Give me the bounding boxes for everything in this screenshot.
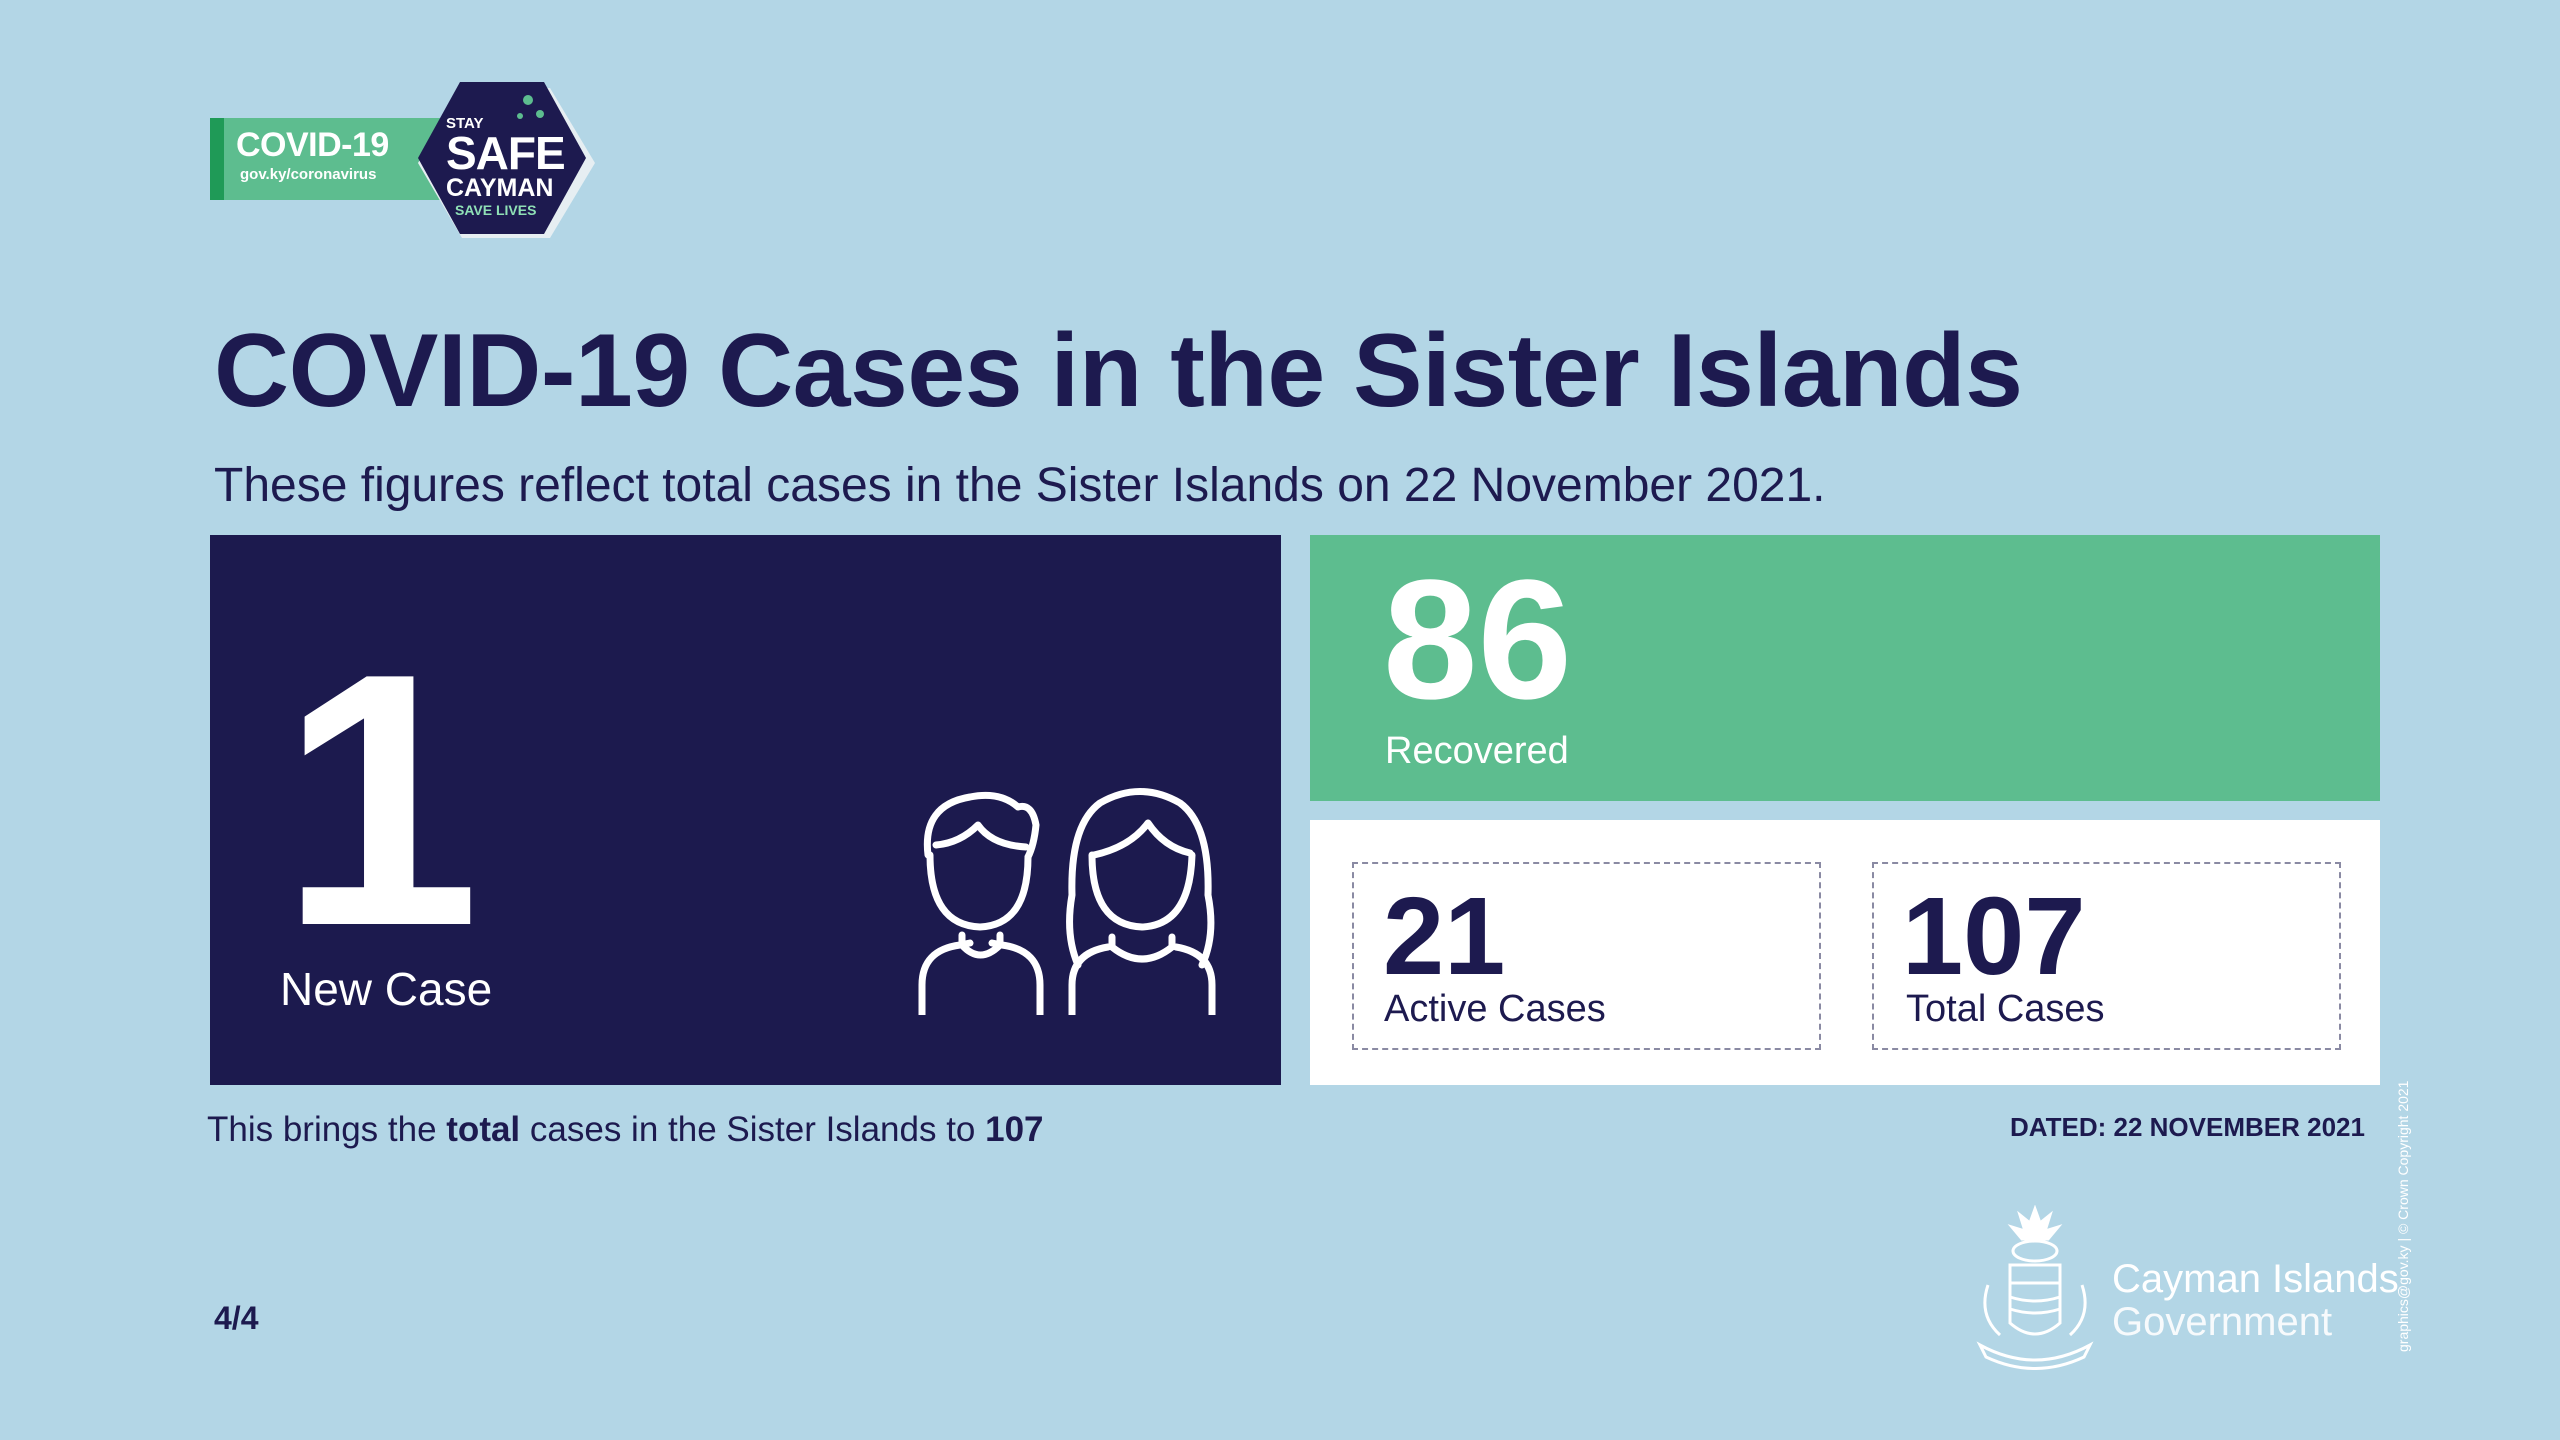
logo-bar	[224, 118, 454, 200]
crest-icon	[1976, 1205, 2094, 1370]
total-summary: This brings the total cases in the Siste…	[207, 1110, 1044, 1150]
new-case-label: New Case	[280, 963, 493, 1015]
recovered-value: 86	[1383, 545, 1573, 735]
new-case-panel	[210, 535, 1281, 1085]
date-label: DATED: 22 NOVEMBER 2021	[2010, 1112, 2365, 1142]
active-cases-value: 21	[1383, 875, 1506, 998]
logo-covid-label: COVID-19	[236, 126, 389, 164]
total-cases-value: 107	[1902, 875, 2086, 998]
page-subtitle: These figures reflect total cases in the…	[214, 459, 1826, 512]
summary-total-value: 107	[985, 1110, 1044, 1149]
logo-stay: STAY	[446, 115, 484, 132]
logo-url: gov.ky/coronavirus	[240, 166, 377, 183]
summary-text-start: This brings the	[207, 1110, 447, 1149]
total-cases-box	[1872, 862, 2341, 1050]
total-cases-label: Total Cases	[1906, 988, 2105, 1030]
logo-safe: SAFE	[446, 127, 566, 179]
copyright-text: graphics@gov.ky | © Crown Copyright 2021	[2395, 1080, 2411, 1352]
new-case-value: 1	[280, 599, 481, 1001]
hexagon-badge-icon	[418, 82, 595, 238]
covid-logo: COVID-19 gov.ky/coronavirus STAY SAFE CA…	[210, 78, 600, 258]
page-number: 4/4	[214, 1300, 259, 1336]
active-cases-box	[1352, 862, 1821, 1050]
summary-text-bold: total	[446, 1110, 521, 1149]
recovered-panel	[1310, 535, 2380, 801]
page-title: COVID-19 Cases in the Sister Islands	[214, 313, 2023, 429]
recovered-label: Recovered	[1385, 730, 1569, 772]
logo-accent-bar	[210, 118, 224, 200]
active-cases-label: Active Cases	[1384, 988, 1606, 1030]
government-sub: Government	[2112, 1300, 2333, 1344]
government-name: Cayman Islands	[2112, 1257, 2399, 1301]
logo-cayman: CAYMAN	[446, 174, 554, 202]
summary-text-end: cases in the Sister Islands to	[520, 1110, 986, 1149]
people-icon	[918, 788, 1216, 1015]
logo-save-lives: SAVE LIVES	[455, 202, 537, 218]
